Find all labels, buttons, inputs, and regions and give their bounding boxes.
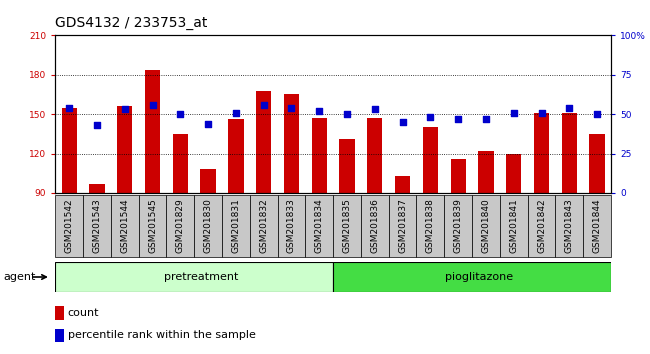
Bar [389, 195, 417, 257]
Bar [200, 169, 216, 193]
Bar [333, 195, 361, 257]
Bar [256, 91, 271, 193]
Bar [361, 195, 389, 257]
Text: pretreatment: pretreatment [164, 272, 239, 282]
Text: GSM201843: GSM201843 [565, 198, 574, 253]
Bar [590, 134, 605, 193]
Bar [311, 118, 327, 193]
Bar [111, 195, 138, 257]
Text: GSM201542: GSM201542 [64, 198, 73, 253]
Text: GSM201834: GSM201834 [315, 198, 324, 253]
Point [536, 110, 547, 115]
Bar [562, 113, 577, 193]
Bar [55, 329, 64, 342]
Text: GSM201831: GSM201831 [231, 198, 240, 253]
Bar [478, 151, 493, 193]
Text: GSM201837: GSM201837 [398, 198, 407, 253]
Text: GSM201829: GSM201829 [176, 198, 185, 253]
Text: GSM201838: GSM201838 [426, 198, 435, 253]
Point [481, 116, 491, 122]
Point [64, 105, 74, 111]
Point [120, 107, 130, 112]
Bar [228, 119, 244, 193]
Bar [472, 195, 500, 257]
Text: GSM201544: GSM201544 [120, 198, 129, 253]
Bar [55, 262, 333, 292]
Bar [173, 134, 188, 193]
Text: agent: agent [3, 272, 36, 282]
Text: GSM201835: GSM201835 [343, 198, 352, 253]
Point [564, 105, 575, 111]
Point [175, 111, 185, 117]
Point [592, 111, 603, 117]
Point [286, 105, 296, 111]
Point [148, 102, 158, 108]
Point [231, 110, 241, 115]
Text: pioglitazone: pioglitazone [445, 272, 513, 282]
Bar [194, 195, 222, 257]
Point [314, 108, 324, 114]
Bar [555, 195, 583, 257]
Text: GSM201832: GSM201832 [259, 198, 268, 253]
Bar [166, 195, 194, 257]
Text: GSM201844: GSM201844 [593, 198, 602, 253]
Bar [62, 108, 77, 193]
Bar [528, 195, 556, 257]
Text: GSM201833: GSM201833 [287, 198, 296, 253]
Point [425, 114, 436, 120]
Bar [306, 195, 333, 257]
Text: GSM201836: GSM201836 [370, 198, 380, 253]
Bar [145, 69, 160, 193]
Bar [55, 307, 64, 320]
Bar [333, 262, 611, 292]
Bar [55, 195, 83, 257]
Point [342, 111, 352, 117]
Bar [117, 106, 133, 193]
Text: count: count [68, 308, 99, 318]
Text: GSM201840: GSM201840 [482, 198, 491, 253]
Bar [89, 184, 105, 193]
Point [92, 122, 102, 128]
Bar [583, 195, 611, 257]
Text: percentile rank within the sample: percentile rank within the sample [68, 330, 255, 341]
Bar [450, 159, 466, 193]
Text: GSM201842: GSM201842 [537, 198, 546, 253]
Point [453, 116, 463, 122]
Text: GSM201839: GSM201839 [454, 198, 463, 253]
Bar [395, 176, 410, 193]
Bar [278, 195, 306, 257]
Bar [250, 195, 278, 257]
Bar [534, 113, 549, 193]
Point [397, 119, 408, 125]
Text: GSM201830: GSM201830 [203, 198, 213, 253]
Bar [284, 95, 299, 193]
Bar [422, 127, 438, 193]
Point [203, 121, 213, 126]
Bar [417, 195, 445, 257]
Text: GSM201543: GSM201543 [92, 198, 101, 253]
Point [259, 102, 269, 108]
Bar [222, 195, 250, 257]
Text: GDS4132 / 233753_at: GDS4132 / 233753_at [55, 16, 207, 30]
Bar [445, 195, 472, 257]
Text: GSM201545: GSM201545 [148, 198, 157, 253]
Text: GSM201841: GSM201841 [509, 198, 518, 253]
Bar [83, 195, 111, 257]
Bar [506, 154, 521, 193]
Point [508, 110, 519, 115]
Bar [500, 195, 528, 257]
Bar [339, 139, 355, 193]
Point [370, 107, 380, 112]
Bar [138, 195, 166, 257]
Bar [367, 118, 382, 193]
